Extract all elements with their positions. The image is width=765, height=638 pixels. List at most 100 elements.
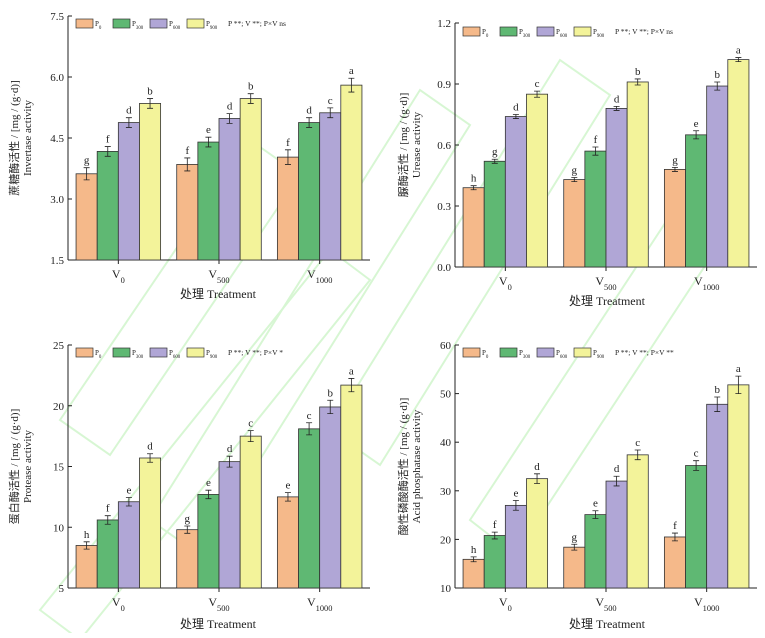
bar bbox=[340, 384, 363, 589]
y-tick-label: 0.0 bbox=[437, 262, 451, 274]
x-tick-label: V500 bbox=[208, 595, 229, 613]
x-tick-label: V0 bbox=[499, 595, 512, 613]
legend-swatch bbox=[573, 26, 592, 37]
significance-letter: e bbox=[694, 118, 699, 130]
significance-letter: b bbox=[714, 384, 720, 396]
error-bar bbox=[83, 541, 90, 550]
error-bar bbox=[671, 166, 678, 172]
significance-letter: b bbox=[248, 81, 254, 93]
y-tick-label: 20 bbox=[440, 534, 452, 546]
bar bbox=[298, 428, 321, 589]
legend-label: P900 bbox=[206, 20, 218, 31]
bar bbox=[483, 535, 506, 589]
significance-letter: d bbox=[614, 463, 620, 475]
error-bar bbox=[205, 489, 212, 500]
bar bbox=[139, 103, 162, 261]
bar bbox=[176, 164, 199, 261]
legend-swatch bbox=[536, 26, 555, 37]
bar bbox=[218, 461, 241, 589]
significance-letter: f bbox=[106, 134, 110, 146]
bar bbox=[462, 187, 485, 268]
y-axis-label-en: Invertase activity bbox=[22, 99, 34, 176]
error-bar bbox=[306, 422, 313, 436]
legend-swatch bbox=[112, 18, 131, 29]
legend-label: P900 bbox=[206, 349, 218, 360]
error-bar bbox=[284, 492, 291, 502]
y-tick-label: 0.9 bbox=[437, 79, 451, 91]
y-tick-label: 25 bbox=[53, 340, 65, 352]
bar bbox=[563, 179, 586, 268]
error-bar bbox=[491, 531, 498, 540]
x-tick-label: V1000 bbox=[307, 267, 332, 285]
error-bar bbox=[104, 515, 111, 525]
error-bar bbox=[491, 158, 498, 164]
panel-acid-phosphatase: 10 20 30 40 50 60 V0 h f e d V500 g e d c V1000 f c b a 处理 Tr… bbox=[396, 340, 757, 631]
y-axis-label-cn: 蔗糖酶活性 / [mg / (g·d)] bbox=[7, 80, 21, 195]
bar bbox=[605, 480, 628, 589]
legend-swatch bbox=[112, 347, 131, 358]
significance-letter: a bbox=[349, 65, 354, 77]
x-axis-label: 处理 Treatment bbox=[180, 287, 257, 301]
bar bbox=[706, 85, 729, 268]
legend-label: P300 bbox=[132, 20, 144, 31]
bar bbox=[626, 454, 649, 589]
error-bar bbox=[634, 78, 641, 86]
y-tick-label: 10 bbox=[53, 522, 65, 534]
bar bbox=[197, 141, 220, 261]
y-tick-label: 50 bbox=[440, 389, 452, 401]
error-bar bbox=[470, 185, 477, 191]
significance-letter: g bbox=[672, 154, 678, 166]
bar bbox=[218, 118, 241, 261]
significance-letter: f bbox=[673, 520, 677, 532]
x-tick-label: V1000 bbox=[307, 595, 332, 613]
x-tick-label: V500 bbox=[595, 274, 616, 292]
bar bbox=[685, 134, 708, 268]
bar bbox=[563, 546, 586, 589]
significance-letter: g bbox=[84, 155, 90, 167]
bar bbox=[663, 168, 686, 268]
bar bbox=[685, 465, 708, 589]
x-axis-label: 处理 Treatment bbox=[569, 617, 646, 631]
y-tick-label: 7.5 bbox=[50, 11, 64, 23]
significance-letter: e bbox=[513, 488, 518, 500]
error-bar bbox=[714, 81, 721, 91]
significance-letter: e bbox=[206, 477, 211, 489]
y-tick-label: 6.0 bbox=[50, 72, 64, 84]
bar bbox=[117, 122, 140, 261]
bar bbox=[663, 536, 686, 589]
legend-label: P300 bbox=[132, 349, 144, 360]
error-bar bbox=[735, 57, 742, 63]
bar bbox=[117, 501, 140, 589]
significance-letter: c bbox=[694, 448, 699, 460]
significance-letter: g bbox=[572, 165, 578, 177]
bar bbox=[276, 496, 299, 589]
error-bar bbox=[634, 449, 641, 461]
legend-label: P0 bbox=[482, 28, 489, 39]
y-tick-label: 1.5 bbox=[50, 255, 64, 267]
error-bar bbox=[693, 460, 700, 471]
y-axis-label-cn: 蛋白酶活性 / [mg / (g·d)] bbox=[7, 409, 21, 524]
significance-letter: b bbox=[635, 66, 641, 78]
panel-protease: 5 10 15 20 25 V0 h f e d V500 g e d c V1000 e c b a 处理 Treat… bbox=[7, 340, 370, 631]
error-bar bbox=[534, 473, 541, 484]
significance-letter: h bbox=[471, 544, 477, 556]
error-bar bbox=[348, 378, 355, 393]
significance-letter: d bbox=[513, 102, 519, 114]
significance-letter: e bbox=[286, 480, 291, 492]
bar bbox=[319, 406, 342, 589]
legend-swatch bbox=[499, 347, 518, 358]
error-bar bbox=[147, 98, 154, 109]
legend-swatch bbox=[186, 18, 205, 29]
x-axis-label: 处理 Treatment bbox=[180, 617, 257, 631]
significance-letter: e bbox=[206, 124, 211, 136]
bar bbox=[298, 122, 321, 261]
significance-letter: f bbox=[493, 519, 497, 531]
legend-label: P600 bbox=[556, 349, 568, 360]
error-bar bbox=[348, 77, 355, 93]
error-bar bbox=[184, 157, 191, 172]
x-tick-label: V500 bbox=[208, 267, 229, 285]
legend-swatch bbox=[186, 347, 205, 358]
error-bar bbox=[184, 525, 191, 534]
x-tick-label: V0 bbox=[112, 267, 125, 285]
bar bbox=[584, 514, 607, 589]
